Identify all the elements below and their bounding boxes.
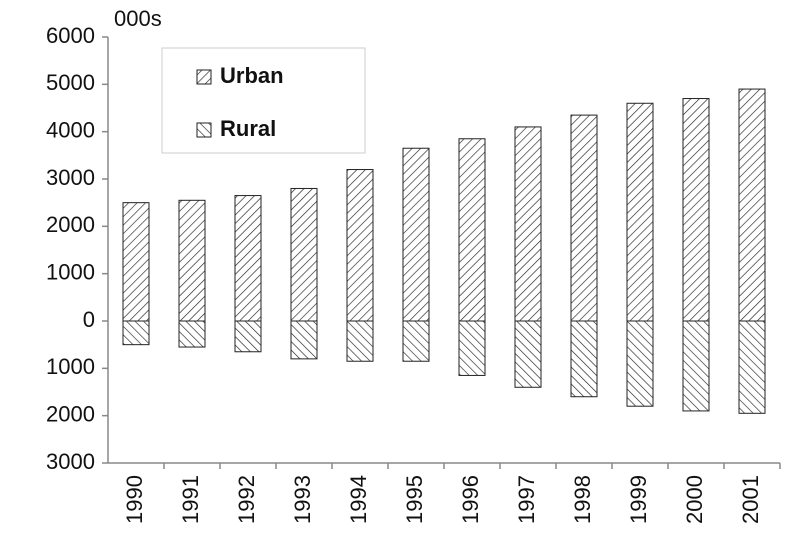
bar (458, 138, 486, 322)
y-tick-label: 6000 (46, 23, 95, 48)
y-tick-label: 3000 (46, 165, 95, 190)
legend-label: Urban (220, 63, 284, 88)
x-tick-label: 1993 (290, 475, 315, 524)
bar (402, 147, 430, 322)
x-tick-label: 1994 (346, 475, 371, 524)
bar (738, 320, 766, 414)
bar (290, 320, 318, 360)
bar (122, 202, 150, 322)
y-tick-label: 5000 (46, 70, 95, 95)
bar (570, 114, 598, 322)
bar (458, 320, 486, 376)
legend-swatch (196, 69, 212, 85)
x-tick-label: 2000 (682, 475, 707, 524)
x-tick-label: 1990 (122, 475, 147, 524)
legend-swatch (196, 122, 212, 138)
x-tick-label: 1997 (514, 475, 539, 524)
y-tick-label: 1000 (46, 259, 95, 284)
bar (682, 320, 710, 412)
x-tick-label: 2001 (738, 475, 763, 524)
bar (402, 320, 430, 362)
y-tick-label: 3000 (46, 449, 95, 474)
bar (626, 102, 654, 322)
legend: Urban Rural (161, 47, 366, 154)
bar (682, 98, 710, 322)
bar (290, 187, 318, 322)
x-tick-label: 1992 (234, 475, 259, 524)
x-tick-label: 1998 (570, 475, 595, 524)
bar (570, 320, 598, 398)
bar (346, 320, 374, 362)
bar (514, 126, 542, 322)
y-tick-label: 0 (83, 307, 95, 332)
y-tick-label: 4000 (46, 117, 95, 142)
bar (234, 195, 262, 322)
bar (626, 320, 654, 407)
bar (122, 320, 150, 346)
y-tick-label: 1000 (46, 354, 95, 379)
x-tick-label: 1991 (178, 475, 203, 524)
bar (178, 199, 206, 322)
bar (178, 320, 206, 348)
y-tick-label: 2000 (46, 212, 95, 237)
bar (346, 169, 374, 322)
bar (514, 320, 542, 388)
legend-label: Rural (220, 116, 276, 141)
x-tick-label: 1996 (458, 475, 483, 524)
legend-box (161, 47, 366, 154)
bar (738, 88, 766, 322)
y-tick-label: 2000 (46, 401, 95, 426)
x-tick-label: 1995 (402, 475, 427, 524)
bar (234, 320, 262, 353)
y-axis-label: 000s (114, 6, 162, 31)
x-tick-label: 1999 (626, 475, 651, 524)
